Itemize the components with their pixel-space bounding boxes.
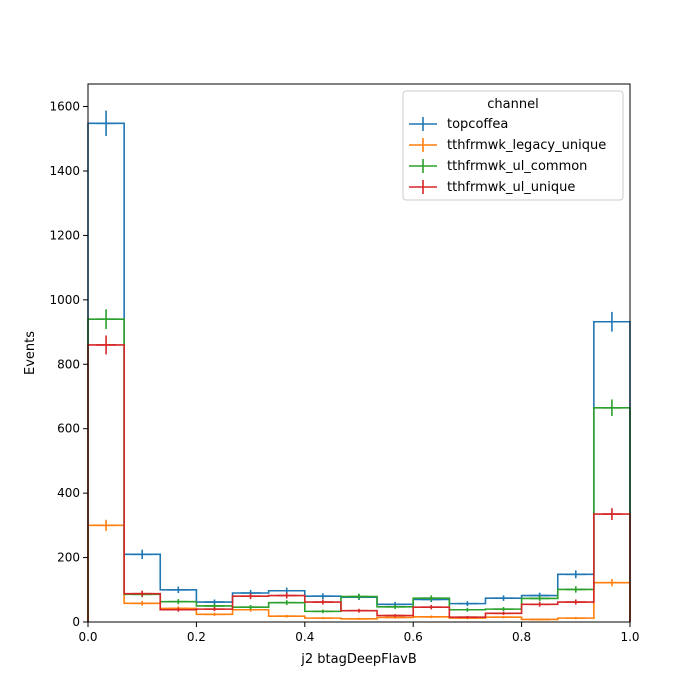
x-tick-label: 1.0 (620, 630, 639, 644)
legend-label: tthfrmwk_legacy_unique (447, 138, 606, 153)
y-axis-label: Events (23, 331, 38, 375)
y-tick-label: 0 (72, 615, 80, 629)
legend-item: tthfrmwk_ul_unique (409, 180, 575, 195)
legend: channel topcoffea tthfrmwk_legacy_uniquet… (402, 90, 624, 201)
y-axis: 0 200 400 600 800 1000 1200 1400 1600 (49, 100, 88, 629)
y-tick-label: 200 (57, 551, 80, 565)
legend-label: tthfrmwk_ul_common (447, 159, 587, 174)
legend-item: topcoffea (409, 117, 508, 132)
legend-label: tthfrmwk_ul_unique (447, 180, 575, 195)
x-tick-label: 0.8 (512, 630, 531, 644)
y-tick-label: 1000 (49, 293, 80, 307)
plot-area (87, 110, 631, 622)
x-tick-label: 0.0 (78, 630, 97, 644)
y-tick-label: 1600 (49, 100, 80, 114)
plot-frame (87, 83, 631, 623)
legend-item: tthfrmwk_ul_common (409, 159, 587, 174)
legend-box (402, 90, 624, 201)
x-tick-label: 0.2 (187, 630, 206, 644)
legend-item: tthfrmwk_legacy_unique (409, 138, 606, 153)
x-tick-label: 0.4 (295, 630, 314, 644)
y-tick-label: 400 (57, 486, 80, 500)
legend-label: topcoffea (447, 117, 508, 132)
legend-title: channel (487, 97, 538, 112)
y-tick-label: 600 (57, 422, 80, 436)
series-tthfrmwk_ul_unique (87, 335, 631, 622)
x-axis-label: j2 btagDeepFlavB (300, 652, 417, 667)
x-axis: 0.0 0.2 0.4 0.6 0.8 1.0 (78, 622, 640, 644)
series-tthfrmwk_legacy_unique (87, 519, 631, 622)
y-tick-label: 1200 (49, 228, 80, 242)
y-tick-label: 800 (57, 357, 80, 371)
y-tick-label: 1400 (49, 164, 80, 178)
series-tthfrmwk_ul_common (87, 309, 631, 622)
x-tick-label: 0.6 (404, 630, 423, 644)
